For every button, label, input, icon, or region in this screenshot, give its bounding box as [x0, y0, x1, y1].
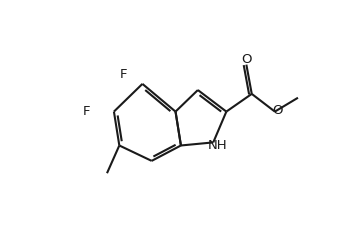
Text: O: O	[273, 104, 283, 117]
Text: NH: NH	[207, 139, 227, 152]
Text: F: F	[83, 105, 90, 118]
Text: O: O	[241, 53, 251, 66]
Text: F: F	[119, 68, 127, 81]
